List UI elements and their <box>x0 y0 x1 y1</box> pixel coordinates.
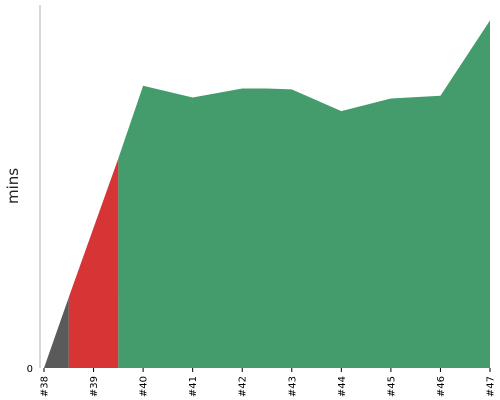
area-segment-green <box>118 20 490 369</box>
x-tick-label: #44 <box>337 376 348 397</box>
x-tick-label: #40 <box>139 376 150 397</box>
x-tick-label: #41 <box>188 376 199 397</box>
x-tick-label: #46 <box>436 376 447 397</box>
x-tick-label: #42 <box>238 376 249 397</box>
y-tick-label: 0 <box>27 364 33 375</box>
x-tick-label: #38 <box>40 376 51 397</box>
x-tick-label: #39 <box>89 376 100 397</box>
x-tick-label: #43 <box>287 376 298 397</box>
area-segment-gray <box>44 297 69 368</box>
area-series-group <box>44 20 490 369</box>
x-tick-label: #47 <box>486 376 497 397</box>
x-tick-label: #45 <box>386 376 397 397</box>
y-axis-title: mins <box>4 168 22 204</box>
area-segment-red <box>68 158 119 368</box>
x-axis-ticks: #38 #39 #40 #41 #42 #43 #44 #45 #46 #47 <box>40 368 497 397</box>
y-axis-ticks: 0 <box>27 364 33 375</box>
